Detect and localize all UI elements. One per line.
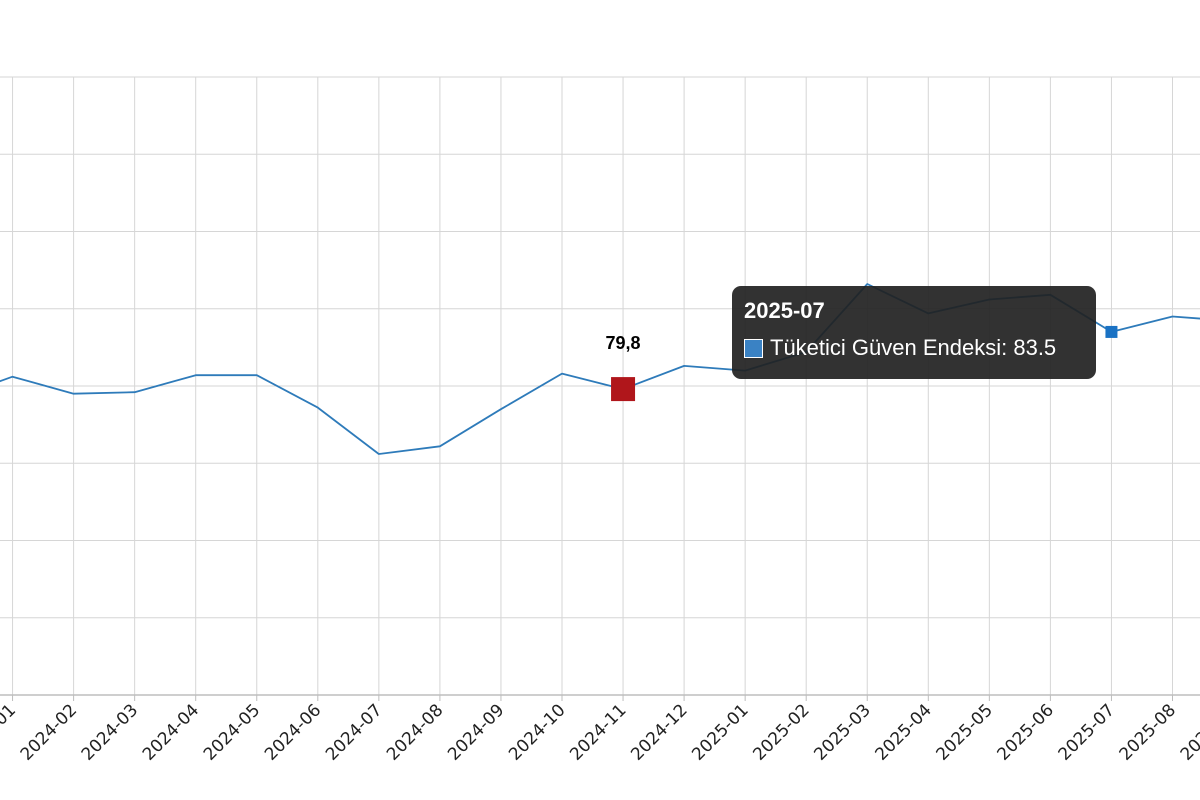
tooltip-separator: : [1001, 335, 1014, 360]
x-tick-label: 2025-09 [1177, 700, 1200, 764]
x-tick-label: 2024-06 [261, 700, 325, 764]
x-tick-label: 2024-11 [566, 700, 630, 764]
x-tick-label: 2024-12 [627, 700, 691, 764]
x-tick-labels: 2023-122024-012024-022024-032024-042024-… [0, 700, 1200, 764]
highlight-data-label: 79,8 [606, 333, 641, 353]
active-point-marker [1105, 325, 1118, 338]
chart-tooltip: 2025-07 Tüketici Güven Endeksi: 83.5 [732, 286, 1096, 379]
x-tick-label: 2025-01 [688, 700, 752, 764]
highlight-point-marker [611, 377, 636, 402]
tooltip-value: 83.5 [1013, 335, 1057, 360]
x-tick-label: 2024-09 [444, 700, 508, 764]
x-tick-label: 2025-07 [1055, 700, 1119, 764]
x-tick-label: 2024-08 [383, 700, 447, 764]
x-tick-label: 2025-02 [749, 700, 813, 764]
x-tick-label: 2024-04 [139, 700, 203, 764]
x-tick-label: 2024-10 [505, 700, 569, 764]
tooltip-title: 2025-07 [744, 298, 825, 323]
grid-lines [0, 76, 1200, 695]
data-labels: 79,8 [606, 333, 641, 353]
x-tick-label: 2024-05 [200, 700, 264, 764]
data-points [611, 325, 1118, 402]
x-tick-label: 2024-01 [0, 700, 20, 764]
x-tick-label: 2024-02 [17, 700, 81, 764]
x-tick-label: 2025-06 [994, 700, 1058, 764]
tooltip-row: Tüketici Güven Endeksi: 83.5 [744, 335, 1084, 361]
tooltip-series-swatch [744, 338, 763, 358]
tooltip-series-label: Tüketici Güven Endeksi [770, 335, 1002, 360]
x-tick-label: 2025-04 [871, 700, 935, 764]
x-tick-label: 2025-08 [1116, 700, 1180, 764]
x-tick-label: 2025-05 [933, 700, 997, 764]
x-tick-label: 2024-07 [322, 700, 386, 764]
x-tick-label: 2025-03 [810, 700, 874, 764]
x-tick-label: 2024-03 [78, 700, 142, 764]
x-axis [0, 694, 1200, 701]
